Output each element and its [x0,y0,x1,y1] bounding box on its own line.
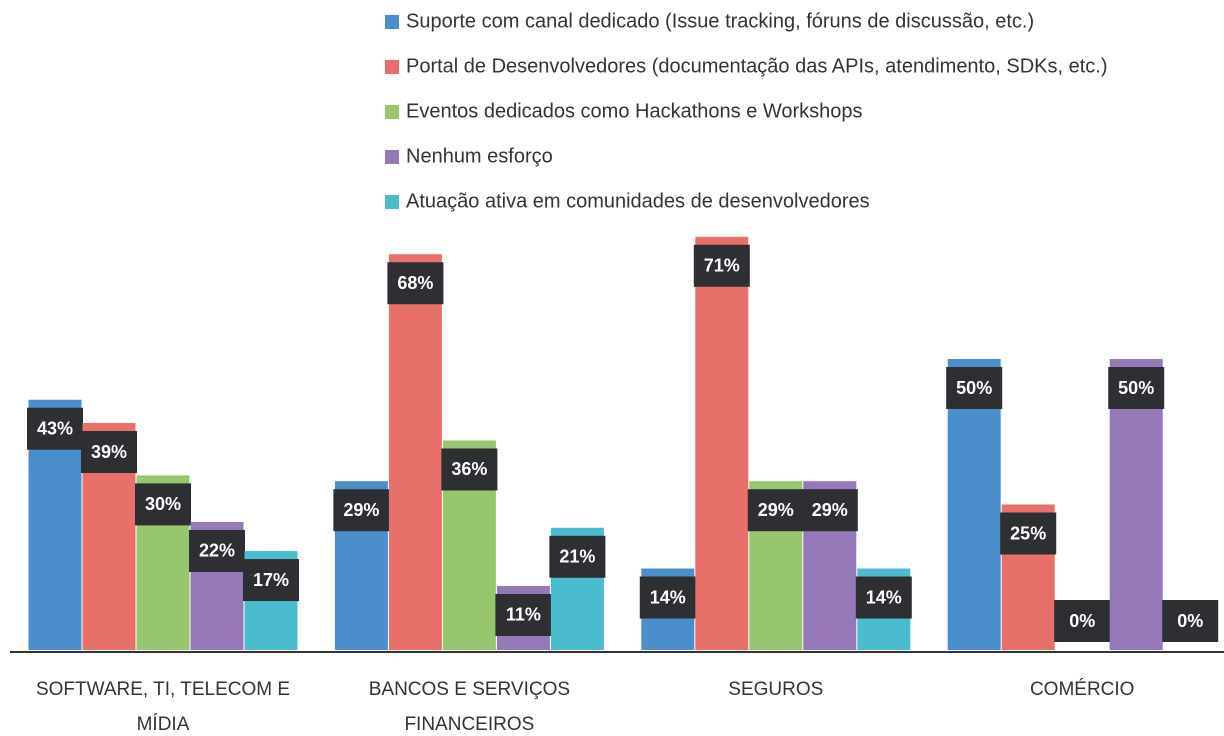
x-tick-label: SEGUROS [728,679,824,700]
value-label-box [855,576,912,619]
value-label-box [135,483,191,526]
value-label: 43% [37,418,73,438]
x-tick-label: SOFTWARE, TI, TELECOM E MÍDIA [35,679,291,735]
value-label-box [549,535,606,578]
value-label: 14% [650,587,686,607]
value-label-box [1054,600,1111,642]
value-label-box [801,489,858,532]
value-label: 36% [451,459,487,479]
legend-label: Eventos dedicados como Hackathons e Work… [406,100,863,122]
value-label-box [639,576,696,619]
value-label-box [189,529,245,572]
value-label: 21% [559,547,595,567]
value-label: 50% [1118,378,1154,398]
bar [388,254,442,651]
value-label-box [1108,367,1165,409]
legend-label: Suporte com canal dedicado (Issue tracki… [406,10,1034,32]
value-label: 29% [758,500,794,520]
bar [695,236,749,650]
value-label-box [1162,600,1219,642]
value-label: 14% [866,587,902,607]
value-label-box [693,244,750,287]
value-label: 17% [253,570,289,590]
value-label: 25% [1010,523,1046,543]
legend-swatch [385,195,399,209]
legend-label: Atuação ativa em comunidades de desenvol… [406,190,870,212]
value-label: 0% [1177,611,1203,631]
legend-label: Nenhum esforço [406,145,553,167]
legend-swatch [385,15,399,29]
value-label: 29% [812,500,848,520]
value-label-box [333,489,390,532]
legend-label: Portal de Desenvolvedores (documentação … [406,55,1107,77]
legend-swatch [385,150,399,164]
value-label-box [1000,512,1057,555]
legend-swatch [385,105,399,119]
value-label-box [495,593,552,636]
value-label-box [441,448,498,491]
value-label-box [387,262,444,305]
value-label-box [81,431,137,474]
value-label: 71% [704,256,740,276]
value-label: 29% [343,500,379,520]
legend-swatch [385,60,399,74]
value-label: 11% [506,605,541,625]
value-label: 30% [145,494,181,514]
x-tick-label: COMÉRCIO [1029,679,1135,700]
value-label-box [946,367,1003,409]
value-label-box [243,559,299,602]
value-label: 22% [199,541,235,561]
x-tick-label: BANCOS E SERVIÇOS FINANCEIROS [368,679,571,735]
value-label: 39% [91,442,127,462]
value-label: 68% [397,273,433,293]
value-label: 0% [1069,611,1095,631]
value-label-box [747,489,804,532]
value-label-box [27,407,83,450]
value-label: 50% [956,378,992,398]
